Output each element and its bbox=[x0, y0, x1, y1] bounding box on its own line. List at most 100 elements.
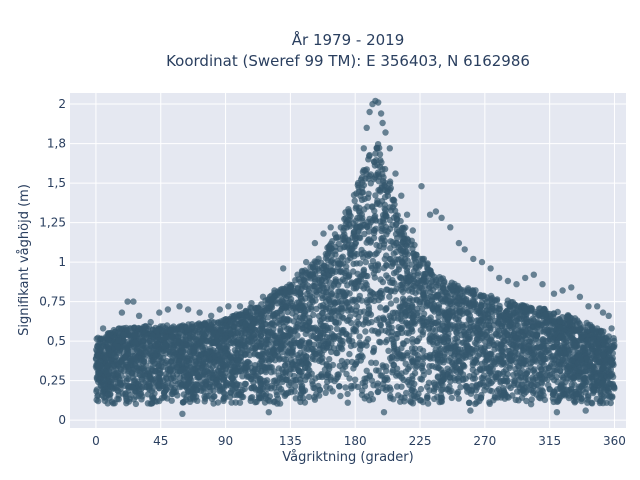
data-point bbox=[286, 340, 294, 348]
data-point bbox=[342, 384, 349, 391]
data-point bbox=[522, 339, 529, 346]
data-point bbox=[198, 351, 205, 358]
data-point bbox=[546, 332, 553, 339]
data-point bbox=[558, 361, 565, 368]
data-point bbox=[488, 387, 495, 395]
data-point bbox=[523, 319, 530, 326]
data-point bbox=[515, 397, 522, 404]
data-point bbox=[240, 364, 248, 372]
data-point bbox=[295, 367, 302, 374]
data-point bbox=[498, 322, 505, 330]
data-point bbox=[292, 383, 299, 390]
data-point bbox=[363, 342, 370, 349]
data-point bbox=[436, 347, 443, 354]
data-point bbox=[326, 356, 333, 363]
data-point bbox=[423, 319, 431, 326]
data-point bbox=[268, 355, 276, 362]
data-point bbox=[365, 190, 372, 197]
data-point bbox=[396, 273, 403, 281]
data-point bbox=[493, 375, 500, 382]
data-point bbox=[419, 360, 426, 367]
data-point bbox=[339, 253, 346, 260]
data-point bbox=[343, 267, 350, 275]
data-point bbox=[132, 362, 139, 370]
data-point bbox=[367, 292, 374, 299]
data-point bbox=[322, 254, 330, 262]
data-point bbox=[315, 255, 322, 262]
data-point bbox=[395, 392, 402, 399]
data-point bbox=[349, 245, 356, 252]
data-point bbox=[412, 364, 419, 371]
data-point bbox=[320, 262, 328, 269]
data-point bbox=[476, 397, 483, 405]
data-point bbox=[311, 394, 318, 401]
data-point bbox=[343, 370, 350, 378]
data-point bbox=[330, 282, 337, 289]
data-point bbox=[155, 375, 163, 382]
data-point bbox=[142, 322, 149, 330]
data-point bbox=[417, 385, 425, 393]
data-point bbox=[481, 348, 489, 355]
data-point bbox=[438, 394, 446, 402]
data-point bbox=[390, 361, 398, 369]
data-point bbox=[411, 395, 419, 402]
data-point bbox=[286, 346, 293, 353]
data-point bbox=[383, 336, 391, 344]
data-point bbox=[141, 355, 148, 362]
data-point bbox=[349, 234, 356, 241]
data-point bbox=[368, 359, 375, 366]
data-point bbox=[598, 391, 605, 399]
data-point bbox=[485, 380, 492, 388]
data-point bbox=[487, 326, 494, 334]
data-point bbox=[305, 393, 313, 401]
data-point bbox=[382, 386, 389, 394]
data-point bbox=[401, 398, 408, 405]
data-point bbox=[459, 310, 466, 317]
data-point bbox=[311, 356, 319, 363]
data-point bbox=[432, 332, 440, 340]
data-point bbox=[308, 306, 315, 313]
data-point bbox=[393, 355, 401, 362]
data-point bbox=[337, 267, 345, 274]
data-point bbox=[187, 340, 194, 347]
data-point bbox=[386, 324, 393, 331]
data-point bbox=[594, 349, 602, 356]
data-point bbox=[389, 309, 397, 316]
data-point bbox=[371, 297, 378, 305]
data-point bbox=[254, 371, 261, 378]
data-point bbox=[419, 331, 426, 338]
data-point bbox=[168, 334, 175, 341]
data-point bbox=[484, 314, 491, 321]
data-point bbox=[443, 386, 450, 393]
data-point bbox=[517, 343, 524, 350]
data-point bbox=[316, 386, 323, 394]
data-point bbox=[435, 301, 443, 308]
data-point bbox=[330, 345, 338, 352]
data-point bbox=[206, 347, 214, 355]
data-point bbox=[539, 321, 546, 329]
data-point bbox=[341, 277, 348, 285]
data-point bbox=[445, 334, 452, 342]
data-point bbox=[393, 330, 400, 338]
data-point bbox=[574, 327, 582, 334]
data-point bbox=[331, 300, 339, 307]
data-point bbox=[494, 387, 501, 395]
data-point bbox=[326, 298, 334, 306]
data-point bbox=[257, 332, 265, 339]
data-point bbox=[278, 306, 285, 313]
data-point bbox=[299, 372, 306, 380]
data-point bbox=[525, 386, 532, 393]
data-point bbox=[506, 305, 513, 312]
data-point bbox=[449, 286, 456, 294]
data-point bbox=[474, 384, 481, 391]
data-point bbox=[377, 157, 384, 164]
data-point bbox=[362, 328, 369, 335]
data-point bbox=[412, 289, 419, 297]
data-point bbox=[416, 316, 424, 323]
data-point bbox=[451, 343, 459, 350]
data-point bbox=[447, 349, 455, 357]
data-point bbox=[365, 252, 372, 260]
data-point bbox=[531, 308, 539, 316]
data-point bbox=[352, 217, 360, 225]
data-point bbox=[557, 318, 564, 325]
